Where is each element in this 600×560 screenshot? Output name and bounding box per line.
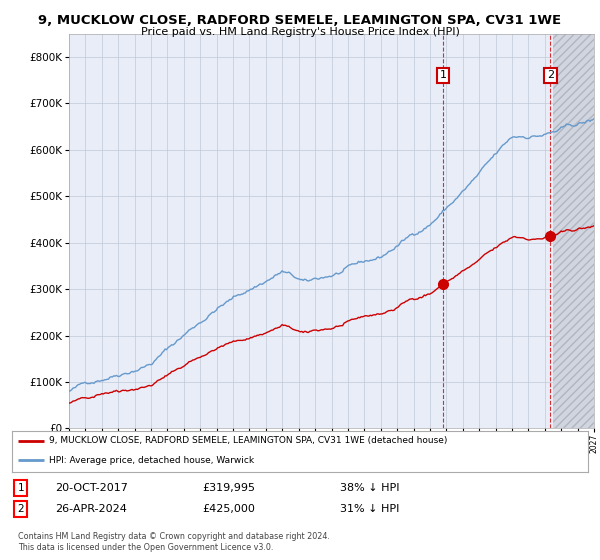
Text: Price paid vs. HM Land Registry's House Price Index (HPI): Price paid vs. HM Land Registry's House … bbox=[140, 27, 460, 37]
Text: 9, MUCKLOW CLOSE, RADFORD SEMELE, LEAMINGTON SPA, CV31 1WE (detached house): 9, MUCKLOW CLOSE, RADFORD SEMELE, LEAMIN… bbox=[49, 436, 448, 445]
Text: 20-OCT-2017: 20-OCT-2017 bbox=[55, 483, 128, 493]
Text: 1: 1 bbox=[440, 71, 446, 81]
Text: £425,000: £425,000 bbox=[202, 505, 255, 514]
Text: 2: 2 bbox=[547, 71, 554, 81]
Text: HPI: Average price, detached house, Warwick: HPI: Average price, detached house, Warw… bbox=[49, 456, 254, 465]
Text: 2: 2 bbox=[17, 505, 24, 514]
Text: 1: 1 bbox=[17, 483, 24, 493]
Text: 26-APR-2024: 26-APR-2024 bbox=[55, 505, 127, 514]
Text: £319,995: £319,995 bbox=[202, 483, 255, 493]
Text: 9, MUCKLOW CLOSE, RADFORD SEMELE, LEAMINGTON SPA, CV31 1WE: 9, MUCKLOW CLOSE, RADFORD SEMELE, LEAMIN… bbox=[38, 14, 562, 27]
Text: Contains HM Land Registry data © Crown copyright and database right 2024.
This d: Contains HM Land Registry data © Crown c… bbox=[18, 533, 329, 552]
Text: 31% ↓ HPI: 31% ↓ HPI bbox=[340, 505, 400, 514]
Text: 38% ↓ HPI: 38% ↓ HPI bbox=[340, 483, 400, 493]
